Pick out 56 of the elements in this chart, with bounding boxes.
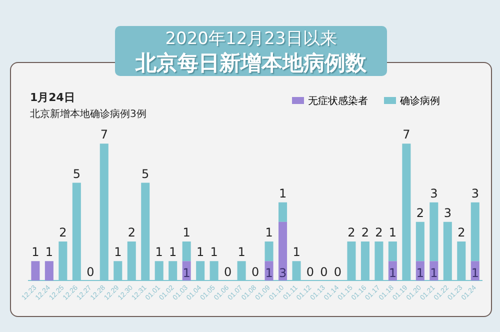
data-label: 1 — [265, 266, 273, 280]
bar — [31, 261, 40, 281]
data-label: 1 — [210, 245, 218, 260]
data-label: 1 — [114, 245, 122, 260]
data-label: 2 — [375, 226, 383, 240]
data-label: 2 — [128, 226, 136, 240]
data-label: 1 — [388, 266, 397, 280]
data-label: 2 — [361, 226, 370, 240]
data-label: 5 — [142, 166, 150, 181]
chart-subtitle: 北京每日新增本地病例数 — [134, 50, 368, 76]
data-label: 1 — [155, 245, 163, 260]
bar — [430, 202, 438, 262]
data-label: 1 — [196, 245, 204, 260]
data-label: 0 — [320, 264, 328, 279]
data-label: 1 — [292, 245, 300, 260]
data-label: 1 — [388, 226, 397, 240]
bar — [278, 202, 288, 222]
bar — [416, 222, 424, 262]
data-label: 3 — [444, 206, 452, 220]
data-label: 0 — [86, 264, 94, 279]
bar — [470, 202, 480, 262]
legend-label: 无症状感染者 — [307, 94, 368, 108]
data-label: 0 — [251, 264, 260, 279]
chart-title: 2020年12月23日以来 — [164, 28, 338, 50]
data-label: 0 — [334, 264, 342, 279]
text: 北京新增本地确诊病例3例 — [30, 108, 146, 121]
bar — [264, 242, 274, 262]
data-label: 2 — [59, 226, 67, 240]
data-label: 5 — [72, 166, 80, 181]
data-label: 0 — [224, 264, 232, 279]
data-label: 0 — [306, 264, 314, 279]
data-label: 1 — [238, 245, 246, 260]
legend-label: 确诊病例 — [399, 94, 440, 108]
text: 1月24日 — [30, 90, 76, 105]
bar — [388, 242, 397, 262]
data-label: 1 — [278, 186, 287, 200]
data-label: 7 — [402, 128, 410, 142]
data-label: 1 — [265, 226, 273, 240]
data-label: 2 — [458, 226, 466, 240]
data-label: 1 — [430, 266, 438, 280]
data-label: 2 — [416, 206, 424, 220]
data-label: 1 — [416, 266, 424, 280]
data-label: 1 — [182, 226, 190, 240]
data-label: 3 — [430, 186, 438, 200]
data-label: 1 — [169, 245, 177, 260]
data-label: 1 — [471, 266, 479, 280]
data-label: 1 — [45, 245, 54, 260]
data-label: 7 — [100, 128, 108, 142]
data-label: 2 — [348, 226, 356, 240]
data-label: 1 — [32, 245, 40, 260]
data-label: 3 — [278, 266, 287, 280]
data-label: 1 — [182, 266, 190, 280]
data-label: 3 — [471, 186, 479, 200]
bar — [278, 222, 288, 281]
bar — [182, 242, 191, 262]
bar — [44, 261, 54, 281]
